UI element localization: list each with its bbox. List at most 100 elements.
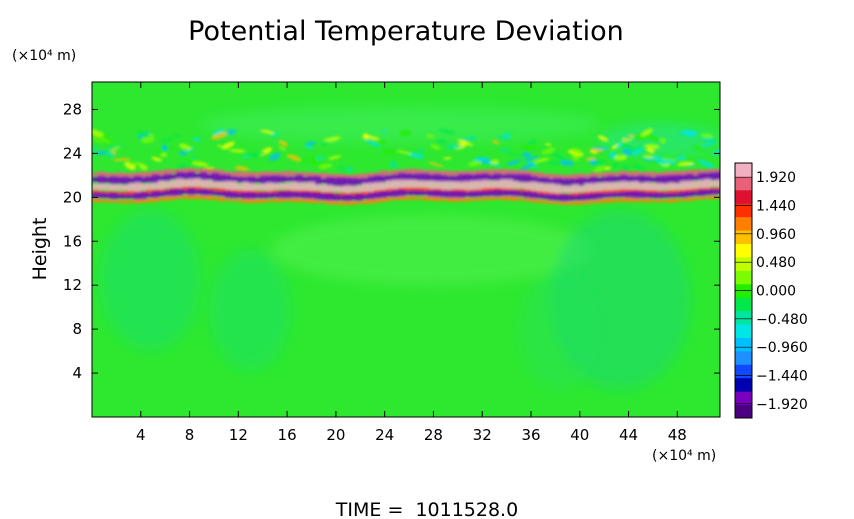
band-cell — [218, 174, 225, 182]
band-cell — [476, 173, 483, 183]
band-cell — [614, 175, 621, 182]
band-cell — [272, 175, 279, 184]
x-tick-label: 48 — [668, 426, 687, 444]
band-cell — [446, 175, 453, 182]
colorbar-segment — [735, 404, 752, 419]
band-cell — [452, 181, 459, 191]
band-cell — [476, 169, 483, 176]
wave-cell — [623, 135, 633, 140]
band-cell — [386, 175, 393, 182]
band-cell — [482, 188, 489, 193]
band-cell — [188, 178, 195, 188]
band-cell — [176, 171, 183, 181]
band-cell — [374, 172, 381, 177]
band-cell — [152, 182, 159, 190]
wave-cell — [541, 147, 556, 155]
band-cell — [674, 171, 681, 177]
band-cell — [542, 177, 549, 185]
band-cell — [620, 197, 627, 202]
band-cell — [422, 196, 429, 201]
band-cell — [230, 181, 237, 192]
band-cell — [314, 184, 321, 191]
wave-cell — [136, 131, 154, 139]
band-cell — [530, 175, 537, 183]
wave-cell — [192, 137, 201, 142]
band-cell — [374, 190, 381, 195]
wave-cell — [128, 161, 142, 166]
band-cell — [566, 194, 573, 202]
band-cell — [716, 189, 720, 195]
wave-cell — [346, 166, 354, 173]
band-cell — [698, 189, 705, 197]
band-cell — [158, 197, 165, 201]
band-cell — [398, 172, 405, 182]
band-cell — [332, 177, 339, 187]
band-cell — [590, 200, 597, 204]
band-cell — [296, 182, 303, 191]
band-cell — [212, 191, 219, 196]
band-cell — [512, 190, 519, 197]
band-cell — [440, 174, 447, 182]
band-cell — [440, 189, 447, 193]
band-cell — [116, 184, 123, 191]
band-cell — [512, 173, 519, 182]
band-cell — [614, 189, 621, 194]
band-cell — [374, 182, 381, 192]
band-cell — [110, 191, 117, 195]
band-cell — [710, 180, 717, 187]
colorbar-segment — [735, 243, 752, 258]
band-cell — [320, 200, 327, 204]
wave-cell — [438, 128, 455, 135]
band-cell — [422, 187, 429, 192]
wave-cell — [652, 155, 668, 166]
wave-cell — [500, 148, 510, 153]
x-unit-label: (×10⁴ m) — [652, 448, 716, 464]
band-cell — [608, 182, 615, 191]
band-cell — [380, 198, 387, 202]
wave-cell — [559, 159, 575, 167]
band-cell — [152, 170, 159, 177]
band-cell — [500, 179, 507, 190]
band-cell — [410, 168, 417, 175]
band-cell — [272, 190, 279, 194]
perturbation-band — [92, 168, 720, 205]
band-cell — [620, 170, 627, 177]
wave-cell — [242, 155, 251, 158]
band-cell — [656, 192, 663, 199]
band-cell — [494, 169, 501, 175]
band-cell — [236, 171, 243, 178]
band-cell — [434, 196, 441, 202]
band-cell — [98, 190, 105, 194]
wave-cell — [382, 149, 396, 155]
chart-title: Potential Temperature Deviation — [188, 16, 624, 47]
band-cell — [656, 199, 663, 203]
band-cell — [128, 177, 135, 184]
wave-cell — [640, 128, 654, 137]
band-cell — [680, 189, 687, 193]
band-cell — [272, 183, 279, 190]
band-cell — [146, 171, 153, 177]
band-cell — [662, 183, 669, 191]
wave-cell — [460, 135, 477, 141]
band-cell — [176, 178, 183, 189]
band-cell — [704, 189, 711, 196]
band-cell — [578, 194, 585, 201]
band-cell — [374, 175, 381, 185]
band-cell — [278, 191, 285, 199]
band-cell — [290, 171, 297, 176]
band-cell — [428, 174, 435, 181]
wave-cell — [365, 140, 381, 148]
band-cell — [344, 185, 351, 194]
colorbar-segment — [735, 163, 752, 177]
band-cell — [374, 192, 381, 199]
band-cell — [578, 173, 585, 180]
band-cell — [248, 192, 255, 200]
band-cell — [218, 188, 225, 193]
band-cell — [632, 175, 639, 182]
band-cell — [158, 180, 165, 190]
wave-cell — [610, 162, 620, 168]
band-cell — [530, 181, 537, 192]
band-cell — [254, 193, 261, 199]
band-cell — [572, 201, 579, 205]
band-cell — [602, 172, 609, 177]
